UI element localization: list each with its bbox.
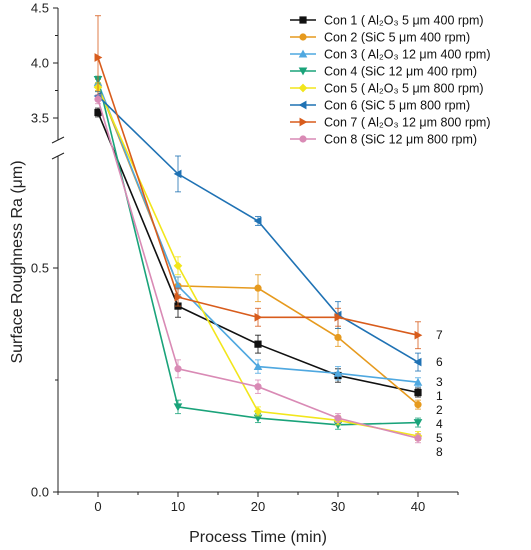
x-tick-label: 0 [94,499,101,514]
series-end-label: 8 [436,445,443,459]
legend-entry-con-4: Con 4 (SiC 12 μm 400 rpm) [290,65,477,79]
series-con-8 [94,94,422,444]
data-point [254,340,262,348]
series-end-label: 3 [436,375,443,389]
data-point [413,419,423,427]
data-point [334,312,343,322]
y-tick-label: 0.0 [31,485,49,500]
series-con-7 [94,15,423,350]
data-point [173,169,182,179]
legend-marker [299,16,307,24]
legend-label: Con 1 ( Al₂O₃ 5 μm 400 rpm) [324,14,484,28]
data-point [333,368,343,377]
data-point [253,407,263,416]
x-axis-title: Process Time (min) [189,529,327,546]
y-tick-label: 0.5 [31,261,49,276]
data-point [253,414,263,423]
legend-entry-con-8: Con 8 (SiC 12 μm 800 rpm) [290,133,477,147]
legend-entry-con-1: Con 1 ( Al₂O₃ 5 μm 400 rpm) [290,14,484,28]
series-end-label: 2 [436,403,443,417]
data-point [174,365,182,373]
legend-label: Con 6 (SiC 5 μm 800 rpm) [324,99,470,113]
axis-break-mark [51,136,65,144]
data-point [173,281,183,290]
legend-entry-con-2: Con 2 (SiC 5 μm 400 rpm) [290,31,470,45]
data-point [414,401,422,409]
data-point [94,95,102,103]
legend-label: Con 3 ( Al₂O₃ 12 μm 400 rpm) [324,48,491,62]
data-point [413,357,422,367]
x-tick-label: 30 [331,499,345,514]
data-point [413,377,423,386]
y-axis-title: Surface Roughness Ra (μm) [9,160,26,363]
data-point [173,403,183,412]
legend-label: Con 2 (SiC 5 μm 400 rpm) [324,31,470,45]
data-point [94,108,102,117]
data-point [334,333,342,342]
series-end-label: 6 [436,355,443,369]
data-point [94,53,103,62]
axis-break-mark [51,152,65,160]
y-tick-label: 4.0 [31,56,49,71]
x-tick-label: 40 [411,499,425,514]
x-tick-label: 10 [171,499,185,514]
legend-marker [299,135,307,143]
data-point [173,261,183,271]
data-point [253,362,263,371]
data-point [254,383,262,391]
series-end-label: 4 [436,417,443,431]
legend-label: Con 7 ( Al₂O₃ 12 μm 800 rpm) [324,116,491,130]
data-point [414,388,422,397]
legend-marker [298,83,308,93]
series-end-label: 1 [436,389,443,403]
legend-marker [298,49,308,58]
legend-entry-con-3: Con 3 ( Al₂O₃ 12 μm 400 rpm) [290,48,491,62]
legend-entry-con-5: Con 5 ( Al₂O₃ 5 μm 800 rpm) [290,82,484,96]
legend-marker [299,117,308,127]
x-tick-label: 20 [251,499,265,514]
series-end-label: 7 [436,328,443,342]
legend-marker [298,100,307,110]
data-point [253,216,262,226]
legend-entry-con-6: Con 6 (SiC 5 μm 800 rpm) [290,99,470,113]
data-point [254,312,263,322]
data-point [414,330,423,340]
series-end-label: 5 [436,431,443,445]
legend-label: Con 5 ( Al₂O₃ 5 μm 800 rpm) [324,82,484,96]
data-point [254,284,262,292]
legend-marker [298,67,308,76]
data-point [174,292,183,302]
data-point [414,434,422,442]
legend-marker [299,33,307,41]
y-tick-label: 4.5 [31,1,49,16]
legend-label: Con 4 (SiC 12 μm 400 rpm) [324,65,477,79]
data-point [334,414,342,422]
legend-label: Con 8 (SiC 12 μm 800 rpm) [324,133,477,147]
legend-entry-con-7: Con 7 ( Al₂O₃ 12 μm 800 rpm) [290,116,491,130]
y-tick-label: 3.5 [31,111,49,126]
